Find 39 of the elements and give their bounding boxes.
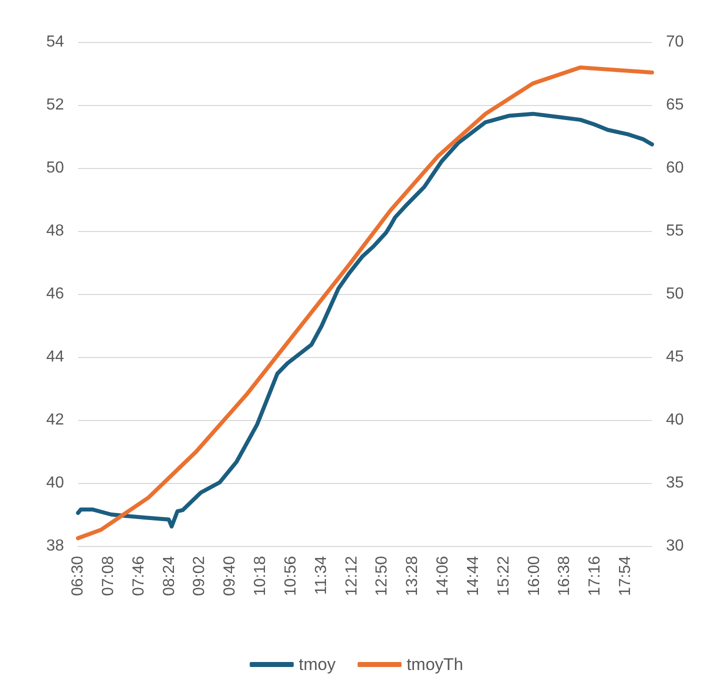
y-tick-label: 48	[46, 222, 64, 240]
x-tick-label: 17:54	[617, 556, 634, 596]
x-tick-label: 14:44	[464, 556, 482, 596]
y-tick-label: 40	[46, 474, 64, 492]
y-tick-label: 50	[46, 160, 64, 176]
y2-tick-label: 40	[666, 412, 684, 428]
y-tick-label: 46	[46, 286, 64, 302]
x-tick-label: 14:06	[434, 556, 452, 596]
y2-tick-label: 55	[666, 222, 684, 240]
y2-tick-label: 60	[666, 160, 684, 176]
legend-label: tmoy	[298, 655, 336, 674]
x-tick-label: 17:16	[586, 556, 604, 596]
x-tick-label: 12:12	[343, 556, 360, 596]
y-tick-label: 54	[46, 34, 64, 50]
x-tick-label: 10:56	[282, 556, 300, 596]
y2-tick-label: 65	[666, 96, 684, 114]
x-tick-label: 07:08	[100, 556, 117, 596]
x-tick-label: 16:00	[526, 556, 543, 596]
y2-tick-label: 30	[666, 538, 684, 554]
x-tick-label: 07:46	[130, 556, 148, 596]
y2-tick-label: 50	[666, 286, 684, 302]
x-tick-label: 08:24	[160, 556, 178, 596]
x-tick-label: 11:34	[312, 556, 330, 595]
x-tick-label: 16:38	[556, 556, 574, 596]
x-tick-label: 12:50	[374, 556, 391, 596]
y2-tick-label: 45	[666, 348, 684, 366]
y2-tick-label: 35	[666, 474, 684, 492]
x-tick-label: 09:40	[222, 556, 239, 596]
y-tick-label: 42	[46, 412, 64, 428]
y-tick-label: 52	[46, 96, 64, 114]
y2-tick-label: 70	[666, 34, 684, 50]
x-tick-label: 13:28	[404, 556, 422, 596]
x-tick-label: 10:18	[252, 556, 270, 596]
y-tick-label: 38	[46, 538, 64, 554]
legend-label: tmoyTh	[406, 655, 464, 674]
x-tick-label: 06:30	[70, 556, 86, 596]
x-tick-label: 09:02	[191, 556, 208, 596]
x-tick-label: 15:22	[495, 556, 512, 596]
y-tick-label: 44	[46, 348, 64, 366]
